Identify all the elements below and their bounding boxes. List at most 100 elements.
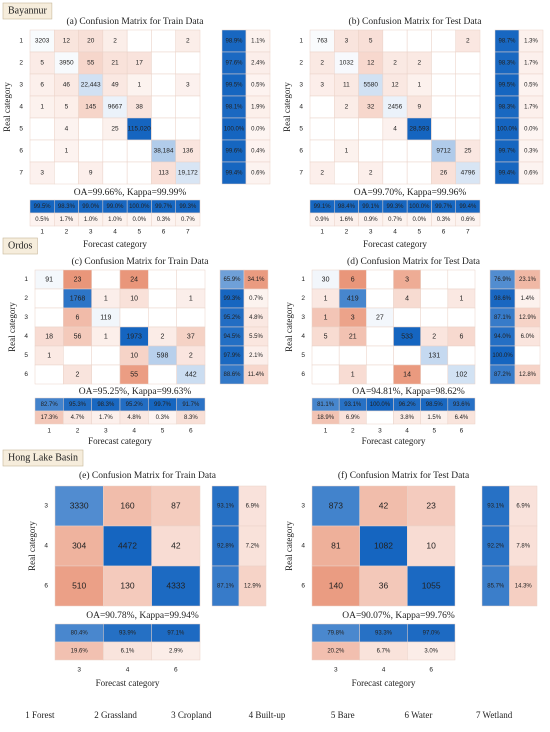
matrix-cell bbox=[334, 161, 359, 185]
x-axis-label: Forecast category bbox=[362, 436, 426, 446]
cell-value: 3 bbox=[320, 82, 324, 89]
col-label: 3 bbox=[378, 428, 382, 435]
matrix-cell bbox=[447, 364, 476, 385]
legend-item: 1 Forest bbox=[25, 710, 55, 720]
matrix-cell bbox=[175, 117, 201, 141]
row-accuracy-value: 0.0% bbox=[524, 127, 538, 133]
col-accuracy-cell bbox=[366, 410, 394, 425]
row-accuracy-value: 2.1% bbox=[249, 353, 263, 359]
matrix-cell bbox=[382, 29, 408, 53]
col-accuracy-value: 19.6% bbox=[71, 649, 89, 655]
col-accuracy-value: 82.7% bbox=[41, 402, 59, 408]
row-accuracy-value: 4.8% bbox=[249, 315, 263, 321]
cell-value: 115,020 bbox=[128, 126, 151, 133]
matrix-cell bbox=[366, 326, 394, 347]
matrix-cell bbox=[151, 117, 176, 141]
summary: OA=95.25%, Kappa=99.63% bbox=[79, 387, 192, 397]
col-accuracy-value: 91.7% bbox=[182, 402, 200, 408]
row-accuracy-value: 23.1% bbox=[519, 277, 537, 283]
cell-value: 5580 bbox=[363, 82, 378, 89]
col-label: 7 bbox=[466, 229, 470, 236]
row-accuracy-value: 98.9% bbox=[225, 39, 243, 45]
row-accuracy-value: 76.9% bbox=[494, 277, 512, 283]
col-label: 6 bbox=[429, 667, 433, 674]
matrix-cell bbox=[151, 485, 201, 527]
matrix-cell bbox=[102, 161, 128, 185]
col-accuracy-value: 99.7% bbox=[154, 402, 172, 408]
matrix-cell bbox=[151, 51, 176, 75]
matrix-cell bbox=[148, 307, 177, 328]
matrix-cell bbox=[455, 161, 481, 185]
row-accuracy-value: 12.9% bbox=[519, 315, 537, 321]
row-accuracy-cell bbox=[509, 525, 538, 567]
col-accuracy-cell bbox=[151, 641, 201, 661]
region-label: Hong Lake Basin bbox=[8, 452, 78, 463]
cell-value: 42 bbox=[171, 540, 181, 550]
row-accuracy-value: 99.4% bbox=[498, 171, 516, 177]
cell-value: 2 bbox=[320, 60, 324, 67]
col-accuracy-value: 99.3% bbox=[386, 204, 404, 210]
matrix-cell bbox=[455, 95, 481, 119]
cell-value: 55 bbox=[130, 371, 138, 378]
matrix-cell bbox=[309, 139, 335, 163]
row-accuracy-cell bbox=[514, 345, 541, 366]
row-accuracy-value: 100.0% bbox=[497, 127, 518, 133]
cell-value: 4796 bbox=[461, 170, 476, 177]
cell-value: 9 bbox=[89, 170, 93, 177]
row-accuracy-value: 6.0% bbox=[521, 334, 535, 340]
col-accuracy-value: 98.4% bbox=[338, 204, 356, 210]
col-label: 3 bbox=[89, 229, 93, 236]
summary: OA=90.78%, Kappa=99.94% bbox=[86, 611, 199, 621]
cell-value: 9 bbox=[417, 104, 421, 111]
cell-value: 87 bbox=[171, 500, 181, 510]
row-accuracy-value: 12.8% bbox=[519, 372, 537, 378]
cell-value: 1 bbox=[47, 352, 51, 359]
row-label: 6 bbox=[44, 583, 48, 590]
matrix-cell bbox=[455, 51, 481, 75]
col-accuracy-value: 95.2% bbox=[126, 402, 144, 408]
cell-value: 3203 bbox=[35, 38, 50, 45]
row-accuracy-value: 93.1% bbox=[217, 504, 235, 510]
col-accuracy-value: 99.0% bbox=[106, 204, 124, 210]
cell-value: 2 bbox=[76, 371, 80, 378]
cell-value: 5 bbox=[65, 104, 69, 111]
row-accuracy-value: 98.3% bbox=[498, 105, 516, 111]
cell-value: 131 bbox=[428, 352, 440, 359]
col-accuracy-value: 99.4% bbox=[459, 204, 477, 210]
col-accuracy-value: 98.3% bbox=[58, 204, 76, 210]
row-accuracy-value: 97.9% bbox=[223, 353, 241, 359]
row-accuracy-cell bbox=[245, 161, 271, 185]
legend-item: 3 Cropland bbox=[171, 710, 212, 720]
matrix-cell bbox=[431, 117, 456, 141]
cell-value: 3 bbox=[345, 38, 349, 45]
cell-value: 1 bbox=[324, 295, 328, 302]
col-accuracy-value: 0.6% bbox=[461, 217, 475, 223]
row-label: 5 bbox=[301, 352, 305, 359]
row-label: 3 bbox=[301, 314, 305, 321]
cell-value: 145 bbox=[85, 104, 96, 111]
row-accuracy-value: 98.6% bbox=[494, 296, 512, 302]
cell-value: 304 bbox=[72, 540, 86, 550]
cell-value: 17 bbox=[136, 60, 144, 67]
row-accuracy-value: 14.3% bbox=[515, 584, 533, 590]
matrix-cell bbox=[103, 525, 152, 567]
matrix-cell bbox=[420, 364, 449, 385]
row-accuracy-cell bbox=[518, 161, 544, 185]
cell-value: 6 bbox=[459, 333, 463, 340]
col-label: 4 bbox=[126, 667, 130, 674]
row-accuracy-value: 98.3% bbox=[498, 61, 516, 67]
row-accuracy-value: 94.0% bbox=[494, 334, 512, 340]
matrix-cell bbox=[407, 525, 456, 567]
summary: OA=99.66%, Kappa=99.99% bbox=[74, 188, 187, 198]
matrix-cell bbox=[63, 345, 92, 366]
cell-value: 5 bbox=[40, 60, 44, 67]
matrix-cell bbox=[455, 117, 481, 141]
matrix-cell bbox=[407, 485, 456, 527]
row-accuracy-value: 1.3% bbox=[524, 39, 538, 45]
col-label: 6 bbox=[442, 229, 446, 236]
row-label: 2 bbox=[299, 60, 303, 67]
row-label: 3 bbox=[44, 503, 48, 510]
row-accuracy-cell bbox=[238, 565, 267, 607]
col-label: 5 bbox=[432, 428, 436, 435]
col-accuracy-value: 0.3% bbox=[437, 217, 451, 223]
